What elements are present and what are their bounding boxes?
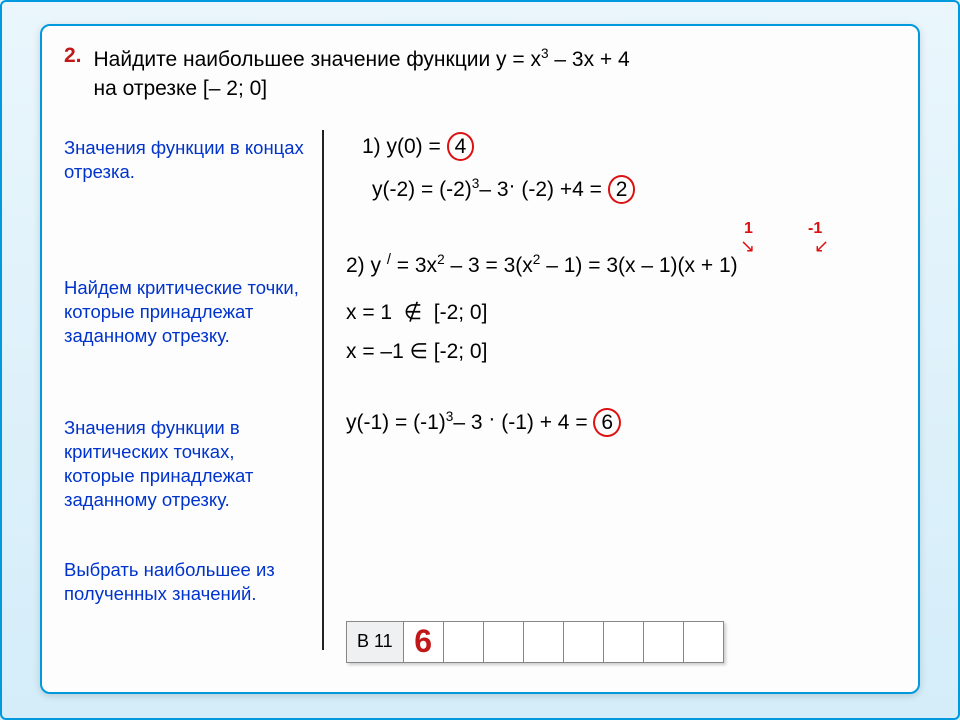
step-3-label: Значения функции в критических точках, к… xyxy=(64,416,310,546)
problem-number: 2. xyxy=(64,44,82,68)
circled-6: 6 xyxy=(593,408,621,437)
circled-2: 2 xyxy=(608,175,636,204)
slide-card: 2. Найдите наибольшее значение функции y… xyxy=(40,24,920,694)
answer-cell-1 xyxy=(444,621,484,663)
problem-text: Найдите наибольшее значение функции y = … xyxy=(94,44,630,104)
answer-cell-2 xyxy=(484,621,524,663)
work-line-1: 1) y(0) = 4 xyxy=(362,132,896,161)
work-line-6: y(-1) = (-1)3– 3 · (-1) + 4 = 6 xyxy=(346,408,896,437)
answer-row: В 11 6 xyxy=(346,621,724,663)
step-2-label: Найдем критические точки, которые принад… xyxy=(64,276,310,396)
problem-statement: 2. Найдите наибольшее значение функции y… xyxy=(64,44,896,104)
steps-column: Значения функции в концах отрезка. Найде… xyxy=(64,130,322,675)
root-arrow-icon: ↘ xyxy=(740,236,755,257)
line1-pre: 1) y(0) = xyxy=(362,135,447,158)
answer-cell-0: 6 xyxy=(404,621,444,663)
work-line-4: x = 1 ∉ [-2; 0] xyxy=(346,300,896,325)
work-line-5: x = –1 ∈ [-2; 0] xyxy=(346,339,896,364)
answer-cell-4 xyxy=(564,621,604,663)
content-area: Значения функции в концах отрезка. Найде… xyxy=(64,130,896,675)
answer-cell-5 xyxy=(604,621,644,663)
work-line-2: y(-2) = (-2)3– 3· (-2) +4 = 2 xyxy=(372,175,896,204)
step-4-label: Выбрать наибольшее из полученных значени… xyxy=(64,558,310,606)
work-line-3: 2) y / = 3x2 – 3 = 3(x2 – 1) = 3(x – 1)(… xyxy=(346,252,896,278)
circled-4: 4 xyxy=(447,132,475,161)
work-column: 1) y(0) = 4 y(-2) = (-2)3– 3· (-2) +4 = … xyxy=(324,130,896,675)
root-arrow-icon: ↙ xyxy=(814,236,829,257)
answer-cell-7 xyxy=(684,621,724,663)
answer-label: В 11 xyxy=(346,621,404,663)
answer-cell-3 xyxy=(524,621,564,663)
answer-cell-6 xyxy=(644,621,684,663)
step-1-label: Значения функции в концах отрезка. xyxy=(64,136,310,256)
